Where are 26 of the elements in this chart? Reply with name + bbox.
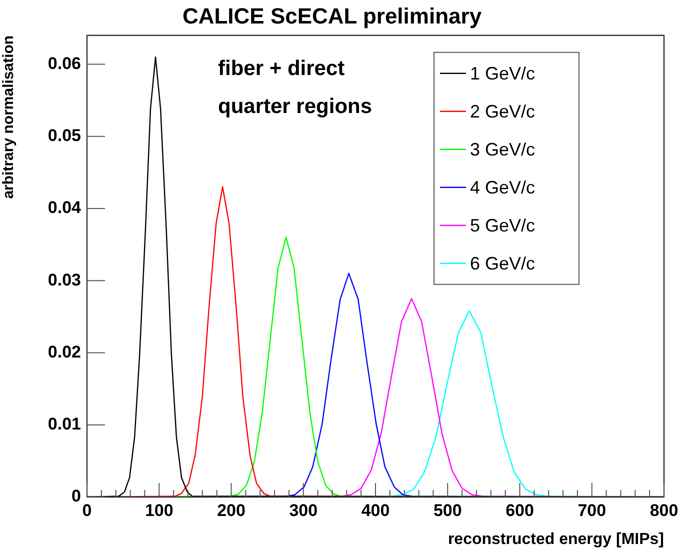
x-tick-label: 600 (506, 500, 534, 520)
legend-label: 5 GeV/c (470, 215, 536, 236)
y-tick-label: 0.02 (48, 342, 81, 362)
y-tick-label: 0 (72, 486, 81, 506)
annotation: quarter regions (218, 94, 372, 118)
x-tick-label: 700 (578, 500, 606, 520)
x-tick-label: 100 (144, 500, 174, 520)
x-tick-label: 400 (361, 500, 390, 520)
x-tick-label: 300 (289, 500, 318, 520)
y-tick-label: 0.06 (48, 54, 81, 73)
chart-title: CALICE ScECAL preliminary (182, 3, 482, 28)
y-tick-label: 0.03 (48, 270, 81, 290)
legend-label: 3 GeV/c (470, 139, 536, 160)
y-tick-label: 0.01 (48, 414, 81, 434)
y-axis-title: arbitrary normalisation (0, 35, 18, 199)
annotation: fiber + direct (218, 56, 345, 80)
x-axis-title: reconstructed energy [MIPs] (448, 530, 664, 548)
y-tick-label: 0.05 (48, 126, 81, 146)
y-tick-label: 0.04 (48, 198, 82, 218)
x-tick-label: 800 (650, 500, 678, 520)
legend-label: 2 GeV/c (470, 101, 536, 122)
legend-label: 1 GeV/c (470, 63, 536, 84)
x-tick-label: 500 (433, 500, 462, 520)
legend-label: 6 GeV/c (470, 253, 536, 274)
legend-label: 4 GeV/c (470, 177, 536, 198)
x-tick-label: 200 (217, 500, 246, 520)
